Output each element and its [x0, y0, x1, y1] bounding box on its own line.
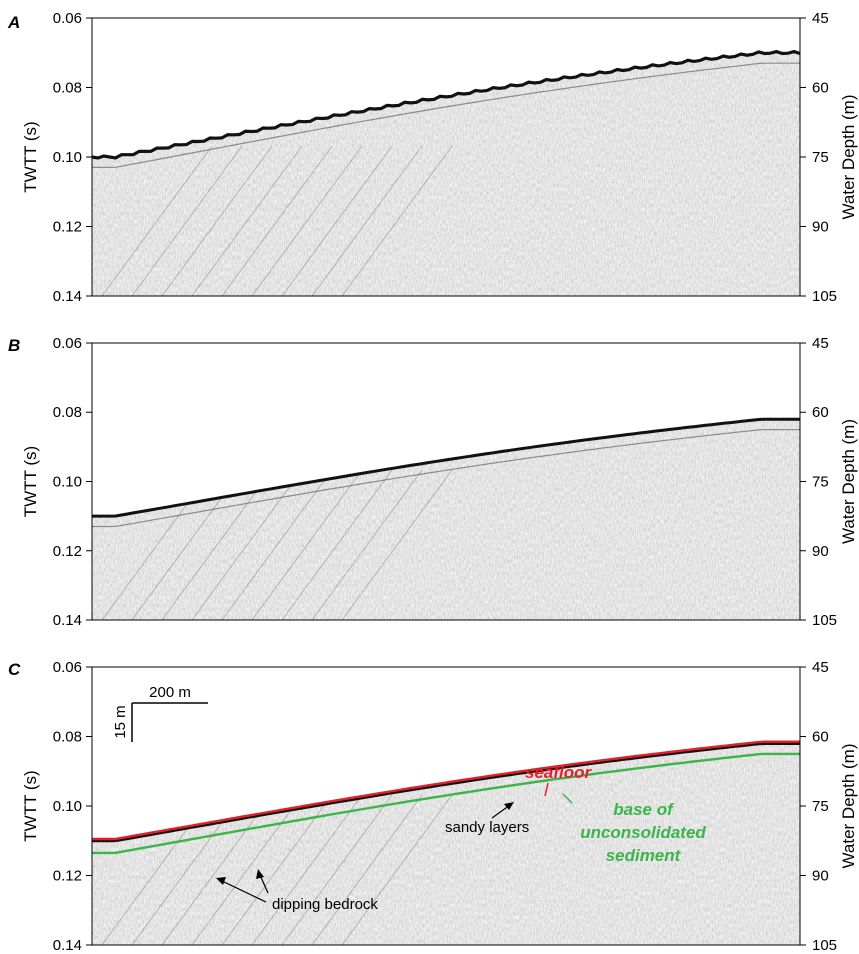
bedrock-reflector — [341, 794, 453, 945]
y-axis-title: TWTT (s) — [21, 770, 40, 841]
bedrock-reflector — [281, 145, 393, 296]
depth-tick-label: 105 — [812, 288, 837, 305]
seafloor-reflector — [92, 417, 800, 518]
depth-tick-label: 60 — [812, 404, 829, 421]
base-label-line1: base of — [613, 800, 675, 819]
scale-bar-vertical-label: 15 m — [112, 705, 129, 738]
panel-label: B — [8, 336, 20, 355]
y-tick-label: 0.10 — [53, 149, 82, 166]
seismic-image — [91, 49, 801, 296]
seismic-image — [92, 740, 800, 945]
bedrock-reflector — [191, 469, 303, 620]
arrow-head — [504, 802, 514, 810]
base-sediment-annotation: base of unconsolidated sediment — [580, 800, 706, 865]
bedrock-reflector — [251, 794, 363, 945]
axis-ticks — [86, 17, 806, 297]
seafloor-leader — [544, 782, 549, 797]
base-label-line2: unconsolidated — [580, 823, 706, 842]
depth-axis-title: Water Depth (m) — [839, 419, 858, 544]
depth-tick-label: 45 — [812, 659, 829, 676]
bedrock-reflector — [101, 145, 213, 296]
y-tick-label: 0.08 — [53, 80, 82, 97]
depth-tick-label: 75 — [812, 149, 829, 166]
seafloor-reflector — [92, 742, 800, 843]
bedrock-arrow-1 — [221, 880, 267, 903]
y-tick-label: 0.10 — [53, 474, 82, 491]
depth-tick-label: 105 — [812, 612, 837, 629]
sandy-layers-annotation: sandy layers — [445, 819, 529, 836]
y-tick-label: 0.14 — [53, 612, 82, 629]
arrow-head — [256, 869, 264, 879]
y-tick-label: 0.14 — [53, 288, 82, 305]
scale-bar: 200 m 15 m — [112, 684, 208, 742]
bedrock-reflector — [281, 794, 393, 945]
panel-label: A — [7, 13, 20, 32]
base-sediment-leader — [562, 793, 573, 804]
depth-tick-label: 60 — [812, 80, 829, 97]
depth-tick-label: 60 — [812, 729, 829, 746]
panel-b: B 0.06 0.08 0.10 0.12 0.14 45 60 75 90 1… — [8, 335, 858, 629]
panel-a: A 0.06 0.08 0.10 0.12 0.14 45 60 75 90 1… — [7, 10, 858, 305]
scale-bar-horizontal-label: 200 m — [149, 684, 191, 701]
bedrock-reflector — [341, 469, 453, 620]
y-tick-label: 0.08 — [53, 404, 82, 421]
y-tick-label: 0.12 — [53, 219, 82, 236]
depth-tick-label: 45 — [812, 335, 829, 352]
bedrock-reflector — [311, 794, 423, 945]
bedrock-reflector — [221, 469, 333, 620]
dipping-bedrock-annotation: dipping bedrock — [272, 896, 378, 913]
bedrock-reflector — [251, 145, 363, 296]
bedrock-reflector — [311, 469, 423, 620]
seismic-image — [92, 417, 800, 620]
axis-ticks — [86, 666, 806, 946]
depth-tick-label: 75 — [812, 798, 829, 815]
bedrock-reflector — [131, 145, 243, 296]
bedrock-reflector — [221, 145, 333, 296]
base-label-line3: sediment — [606, 846, 682, 865]
bedrock-reflector — [281, 469, 393, 620]
bedrock-reflector — [191, 145, 303, 296]
seafloor-annotation: seafloor — [525, 763, 593, 782]
y-tick-label: 0.06 — [53, 659, 82, 676]
bedrock-reflector — [251, 469, 363, 620]
bedrock-reflector — [161, 145, 273, 296]
panel-label: C — [8, 660, 21, 679]
bedrock-reflector — [161, 469, 273, 620]
y-tick-label: 0.06 — [53, 335, 82, 352]
arrow-head — [216, 877, 226, 885]
bedrock-arrow-2 — [259, 874, 269, 894]
y-tick-label: 0.10 — [53, 798, 82, 815]
depth-tick-label: 90 — [812, 868, 829, 885]
depth-tick-label: 75 — [812, 474, 829, 491]
depth-tick-label: 90 — [812, 543, 829, 560]
bedrock-reflector — [161, 794, 273, 945]
depth-tick-label: 105 — [812, 937, 837, 954]
depth-axis-title: Water Depth (m) — [839, 94, 858, 219]
bedrock-reflector — [311, 145, 423, 296]
seafloor-line — [92, 740, 800, 841]
bedrock-reflector — [221, 794, 333, 945]
y-tick-label: 0.08 — [53, 729, 82, 746]
y-axis-title: TWTT (s) — [21, 446, 40, 517]
bedrock-reflector — [191, 794, 303, 945]
axis-ticks — [86, 342, 806, 621]
bedrock-reflector — [341, 145, 453, 296]
depth-axis-title: Water Depth (m) — [839, 743, 858, 868]
seafloor-reflector — [91, 49, 801, 160]
y-tick-label: 0.14 — [53, 937, 82, 954]
y-tick-label: 0.12 — [53, 543, 82, 560]
y-tick-label: 0.12 — [53, 868, 82, 885]
depth-tick-label: 45 — [812, 10, 829, 27]
y-tick-label: 0.06 — [53, 10, 82, 27]
depth-tick-label: 90 — [812, 219, 829, 236]
y-axis-title: TWTT (s) — [21, 121, 40, 192]
panel-c: C 0.06 0.08 0.10 0.12 0.14 45 60 75 90 1… — [8, 659, 858, 954]
base-sediment-line — [92, 752, 800, 855]
